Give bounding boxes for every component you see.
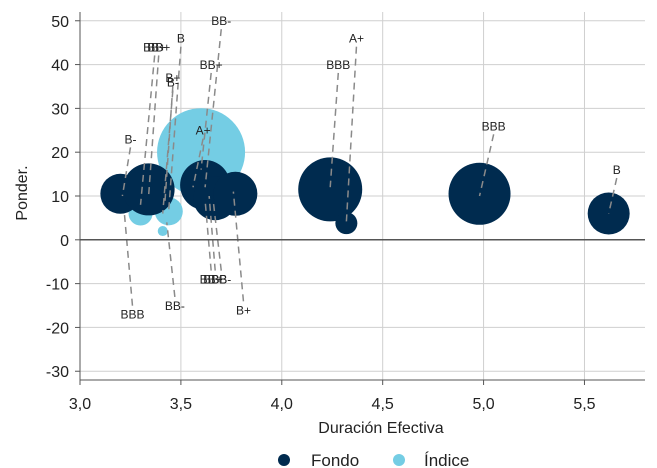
- annotation-label: BB-: [211, 273, 231, 287]
- y-tick-label: 20: [51, 145, 69, 162]
- legend-marker: [393, 454, 405, 466]
- y-tick-label: -30: [46, 364, 69, 381]
- annotation-label: BBB: [203, 273, 227, 287]
- x-axis-title: Duración Efectiva: [318, 420, 443, 437]
- annotation-label: B+: [165, 71, 180, 85]
- annotation-leader-line: [345, 46, 358, 223]
- y-tick-label: -20: [46, 320, 69, 337]
- annotation-label: BB-: [211, 14, 231, 28]
- annotation-leader-line: [166, 222, 176, 297]
- y-axis-title: Ponder.: [14, 165, 31, 220]
- legend: Fondo Índice: [278, 451, 469, 468]
- annotation-label: B: [177, 32, 185, 46]
- annotation-leader-line: [200, 72, 212, 170]
- annotation-leader-line: [139, 55, 156, 205]
- annotation-label: BB+: [200, 58, 223, 72]
- y-tick-label: 50: [51, 14, 69, 31]
- annotation-leader-line: [204, 29, 222, 188]
- annotation-label: B: [613, 163, 621, 177]
- fondo-bubble: [213, 171, 258, 216]
- annotation-leader-line: [478, 134, 495, 197]
- bubbles: [100, 108, 630, 237]
- x-tick-label: 3,5: [170, 396, 192, 413]
- x-tick-label: 3,0: [69, 396, 91, 413]
- annotation-leader-line: [192, 138, 204, 188]
- y-tick-label: 10: [51, 189, 69, 206]
- fondo-bubble: [298, 157, 363, 222]
- indice-bubble: [157, 226, 168, 237]
- fondo-bubble: [335, 212, 358, 235]
- annotation-label: BB-: [165, 299, 185, 313]
- y-tick-label: 40: [51, 58, 69, 75]
- annotation-leader-line: [208, 195, 216, 271]
- x-tick-label: 5,5: [573, 396, 595, 413]
- annotation-leader-line: [161, 90, 174, 214]
- annotation-label: B-: [124, 132, 136, 146]
- annotation-leader-line: [168, 46, 182, 210]
- y-tick-label: 0: [60, 233, 69, 250]
- axes: 3,0 3,5 4,0 4,5 5,0 5,5 -30 -20 -10 0 10 20 30 40 50: [46, 12, 645, 413]
- rating-annotations: BB+BB+BB+B-BB-BB+A+B-BBBBB-BB+BBBBB-B+A+…: [120, 14, 620, 322]
- annotation-label: BBB: [482, 119, 506, 133]
- annotation-label: BB+: [147, 40, 170, 54]
- annotation-label: A+: [349, 32, 364, 46]
- annotation-leader-line: [121, 147, 132, 197]
- annotation-leader-line: [123, 213, 134, 306]
- annotation-label: A+: [196, 124, 211, 138]
- annotation-label: BBB: [120, 308, 144, 322]
- legend-label: Índice: [424, 451, 469, 468]
- y-tick-label: 30: [51, 101, 69, 118]
- annotation-label: B-: [167, 75, 179, 89]
- annotation-leader-line: [164, 86, 174, 205]
- legend-marker: [278, 454, 290, 466]
- y-tick-label: -10: [46, 277, 69, 294]
- x-tick-label: 4,0: [271, 396, 293, 413]
- annotation-label: BB+: [143, 40, 166, 54]
- annotation-label: B+: [236, 303, 251, 317]
- x-tick-label: 4,5: [372, 396, 394, 413]
- annotation-leader-line: [232, 191, 245, 302]
- x-tick-label: 5,0: [472, 396, 494, 413]
- annotation-label: BB+: [200, 273, 223, 287]
- legend-label: Fondo: [311, 451, 359, 468]
- annotation-label: BBB: [326, 58, 350, 72]
- annotation-leader-line: [607, 177, 618, 214]
